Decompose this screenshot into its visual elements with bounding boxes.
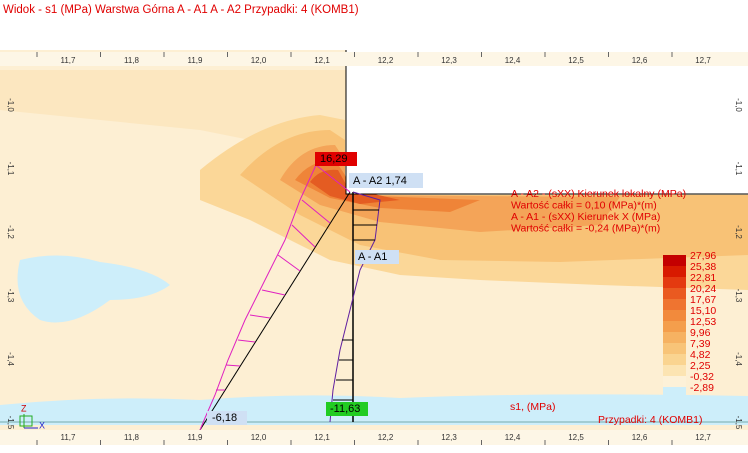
info-line: A - A2 - (sXX) Kierunek lokalny (MPa) — [511, 188, 686, 200]
ruler-label: 12,2 — [378, 433, 394, 442]
legend-label: 22,81 — [690, 272, 716, 284]
legend: 27,9625,3822,8120,2417,6715,1012,539,967… — [663, 250, 716, 398]
icon — [19, 415, 33, 427]
ruler-label: -1,4 — [6, 352, 15, 366]
legend-label: 27,96 — [690, 250, 716, 262]
ruler-label: 12,1 — [314, 56, 330, 65]
axis-z: Z — [21, 403, 27, 413]
legend-swatch — [663, 365, 686, 376]
ruler-label: 12,3 — [441, 433, 457, 442]
ruler-label: -1,3 — [6, 289, 15, 303]
axis-x: X — [39, 420, 45, 430]
legend-label: 12,53 — [690, 316, 716, 328]
map — [0, 50, 748, 445]
ruler-label: -1,4 — [734, 352, 743, 366]
ruler-label: -1,5 — [734, 416, 743, 430]
label-box — [349, 173, 423, 188]
legend-label: -0,32 — [690, 371, 714, 383]
legend-swatch — [663, 310, 686, 321]
ruler-label: 11,8 — [124, 56, 140, 65]
legend-label: -2,89 — [690, 382, 714, 394]
contour — [240, 130, 748, 262]
legend-swatch — [663, 332, 686, 343]
legend-label: 9,96 — [690, 327, 711, 339]
cases: Przypadki: 4 (KOMB1) — [598, 414, 702, 426]
ruler-label: -1,0 — [734, 98, 743, 112]
legend-swatch — [663, 266, 686, 277]
section-label: A - A1 — [358, 251, 387, 263]
info-line: Wartość całki = -0,24 (MPa)*(m) — [511, 222, 660, 234]
negative-zone — [17, 255, 170, 323]
section-label: A - A2 1,74 — [353, 175, 407, 187]
info-line: Wartość całki = 0,10 (MPa)*(m) — [511, 199, 657, 211]
section-hatch — [333, 209, 379, 401]
ruler-label: 12,2 — [378, 56, 394, 65]
legend-label: 4,82 — [690, 349, 711, 361]
legend-swatch — [663, 288, 686, 299]
legend-swatch — [663, 354, 686, 365]
ruler-label: -1,1 — [734, 162, 743, 176]
label-box — [355, 250, 399, 264]
legend-label: 2,25 — [690, 360, 711, 372]
axis-icon: Z X — [19, 403, 45, 430]
info: A - A2 - (sXX) Kierunek lokalny (MPa)War… — [511, 188, 686, 235]
ruler-label: 12,0 — [251, 433, 267, 442]
legend-swatch — [663, 299, 686, 310]
min-label: -6,18 — [212, 412, 237, 424]
ruler-label: 11,7 — [61, 56, 77, 65]
ruler-label: 12,5 — [568, 56, 584, 65]
legend-label: 7,39 — [690, 338, 711, 350]
legend-label: 15,10 — [690, 305, 716, 317]
legend-swatch — [663, 343, 686, 354]
ruler-label: 12,7 — [695, 56, 711, 65]
ruler-label: 12,7 — [695, 433, 711, 442]
label-box — [207, 411, 247, 425]
section-diagram — [329, 191, 381, 423]
ruler-label: 12,0 — [251, 56, 267, 65]
top-ruler — [0, 52, 748, 66]
ruler-label: 12,5 — [568, 433, 584, 442]
ruler-label: -1,5 — [6, 416, 15, 430]
legend-swatch — [663, 255, 686, 266]
ruler-label: 12,4 — [505, 433, 521, 442]
ruler-label: 11,7 — [61, 433, 77, 442]
section-hatch — [216, 199, 331, 391]
ruler-label: 12,6 — [632, 56, 648, 65]
ruler-label: 12,6 — [632, 433, 648, 442]
ruler-label: -1,2 — [6, 225, 15, 239]
legend-swatch — [663, 277, 686, 288]
legend-label: 25,38 — [690, 261, 716, 273]
min-box — [326, 402, 368, 416]
ruler-label: 12,3 — [441, 56, 457, 65]
ruler-label: -1,2 — [734, 225, 743, 239]
bottom-ruler — [0, 430, 748, 445]
quantity: s1, (MPa) — [510, 401, 556, 413]
ruler-label: 12,4 — [505, 56, 521, 65]
legend-swatch — [663, 376, 686, 387]
ruler-label: -1,0 — [6, 98, 15, 112]
edge — [345, 50, 748, 195]
legend-label: 20,24 — [690, 283, 716, 295]
ruler-label: 11,9 — [188, 56, 204, 65]
ruler-label: 12,1 — [314, 433, 330, 442]
legend-swatch — [663, 321, 686, 332]
ruler-label: 11,9 — [188, 433, 204, 442]
max-box — [315, 152, 357, 166]
empty-region — [346, 50, 748, 194]
rulers: 11,7 11,7 11,8 11,8 11,9 11,9 12,0 12,0 12,1 12,1… — [0, 52, 748, 445]
legend-label: 17,67 — [690, 294, 716, 306]
legend-swatch — [663, 387, 686, 398]
negative-zone — [0, 394, 748, 425]
ruler-label: 11,8 — [124, 433, 140, 442]
max-label: 16,29 — [320, 153, 348, 165]
ruler-label: -1,1 — [6, 162, 15, 176]
view-title: Widok - s1 (MPa) Warstwa Górna A - A1 A … — [3, 4, 359, 16]
min-label: -11,63 — [330, 403, 360, 415]
section-diagram — [199, 164, 351, 431]
ruler-label: -1,3 — [734, 289, 743, 303]
info-line: A - A1 - (sXX) Kierunek X (MPa) — [511, 211, 660, 223]
